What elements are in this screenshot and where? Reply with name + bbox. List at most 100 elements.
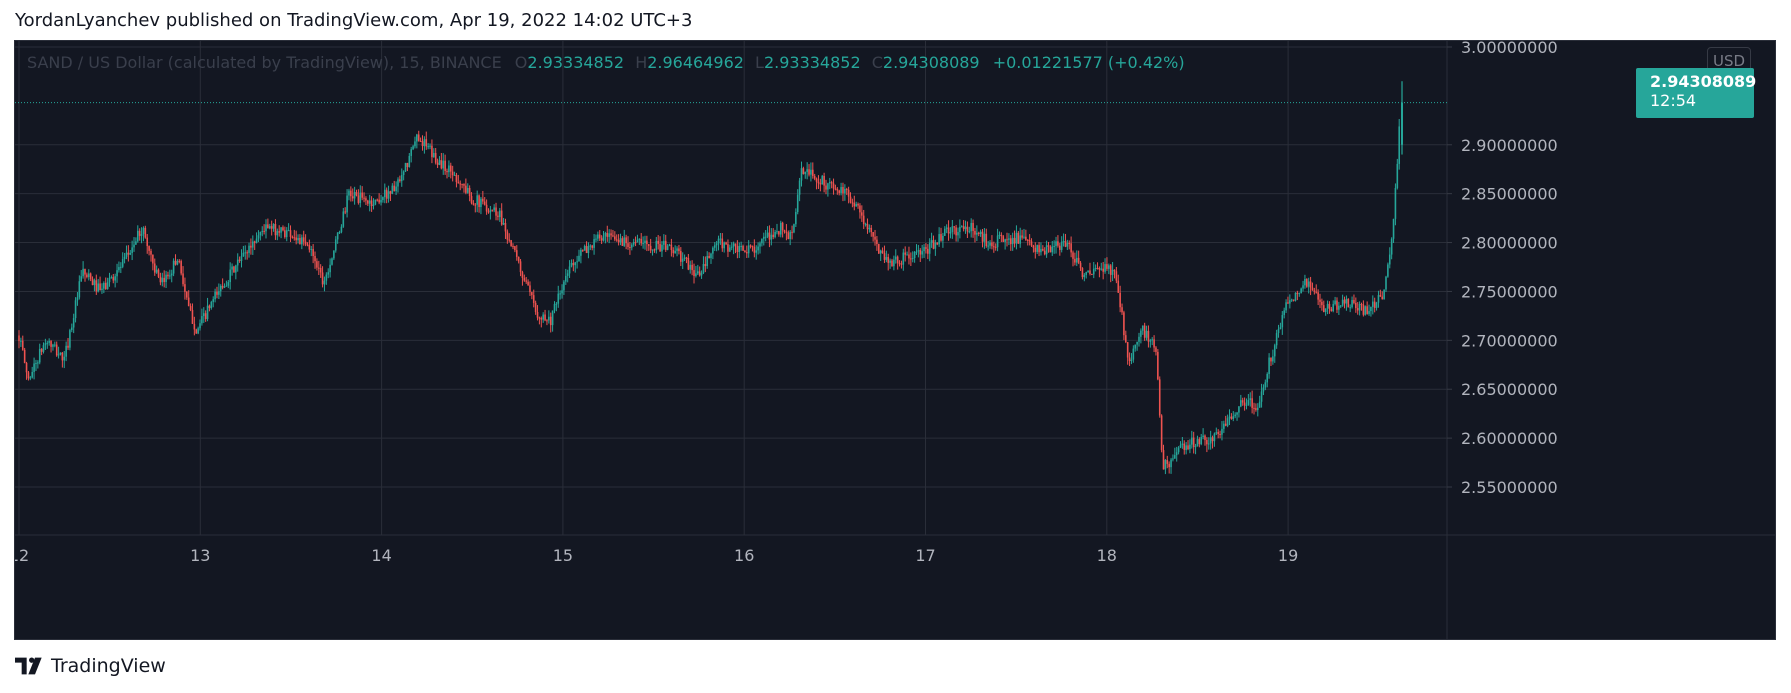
candle-body — [580, 249, 582, 256]
candle-body — [1172, 458, 1174, 460]
candle-body — [1349, 307, 1351, 309]
candle-body — [902, 252, 905, 265]
candle-body — [936, 242, 939, 245]
candle-body — [1307, 281, 1310, 287]
candle-body — [619, 238, 622, 243]
candle-body — [943, 228, 946, 236]
footer-brand-label: TradingView — [51, 655, 166, 677]
candle-body — [287, 230, 290, 232]
candle-body — [1011, 237, 1014, 245]
candle-body — [602, 236, 605, 241]
candle-body — [1017, 232, 1020, 244]
candle-body — [1209, 437, 1212, 444]
candle-body — [691, 264, 693, 271]
candle-body — [1141, 325, 1144, 331]
candle-body — [493, 207, 495, 211]
candle-body — [1111, 269, 1114, 275]
candle-body — [832, 183, 835, 189]
candle-body — [693, 270, 695, 276]
legend-low-value: 2.93334852 — [763, 53, 861, 72]
candle-body — [1392, 218, 1395, 239]
candle-body — [438, 160, 441, 165]
candle-body — [928, 242, 931, 254]
candle-body — [23, 349, 26, 363]
candle-body — [246, 252, 248, 254]
candle-body — [762, 236, 765, 239]
candle-body — [367, 200, 369, 204]
candle-body — [1094, 268, 1097, 270]
candle-body — [962, 226, 965, 230]
candle-body — [414, 141, 416, 147]
candle-body — [103, 282, 105, 289]
candle-body — [206, 305, 209, 320]
candle-body — [1187, 445, 1189, 450]
candle-body — [753, 246, 756, 253]
candle-body — [419, 140, 422, 142]
candle-body — [717, 238, 720, 244]
chart-frame[interactable]: 3.00000000 2.90000000 2.85000000 2.80000000… — [14, 40, 1776, 640]
candle-body — [321, 272, 324, 285]
candle-body — [502, 223, 505, 225]
candle-body — [338, 232, 341, 234]
candle-body — [1002, 236, 1005, 242]
candle-body — [336, 232, 339, 240]
candle-body — [925, 247, 927, 249]
candle-countdown: 12:54 — [1650, 91, 1697, 110]
footer-brand[interactable]: TradingView — [15, 655, 166, 677]
candle-body — [655, 240, 658, 251]
candle-body — [383, 189, 386, 198]
candle-body — [713, 245, 716, 248]
candle-body — [146, 237, 149, 247]
candle-body — [472, 203, 475, 205]
candle-body — [1019, 235, 1022, 244]
candle-body — [280, 227, 282, 233]
candle-body — [823, 175, 825, 186]
time-tick-label: 12 — [15, 546, 29, 565]
legend-high-label: H — [635, 53, 648, 72]
candle-body — [593, 239, 595, 248]
candle-body — [1092, 268, 1095, 275]
price-tick-label: 2.85000000 — [1461, 185, 1558, 204]
candle-body — [1300, 288, 1302, 294]
candle-body — [664, 240, 667, 250]
candle-body — [927, 248, 929, 254]
candle-body — [1377, 295, 1380, 303]
candle-body — [1381, 296, 1384, 300]
candle-body — [468, 187, 471, 197]
candle-body — [250, 245, 252, 248]
candle-body — [915, 251, 918, 253]
candle-body — [749, 245, 752, 247]
time-tick-label: 19 — [1278, 546, 1298, 565]
candle-body — [1081, 268, 1084, 278]
candle-body — [783, 230, 786, 232]
candle-body — [148, 246, 150, 251]
candle-body — [142, 227, 145, 234]
candle-body — [889, 260, 891, 263]
candle-body — [219, 285, 222, 292]
candle-body — [712, 247, 714, 254]
candle-body — [696, 271, 699, 274]
candle-body — [487, 211, 490, 213]
candle-body — [50, 341, 52, 347]
candlestick-chart[interactable]: 3.00000000 2.90000000 2.85000000 2.80000000… — [15, 41, 1776, 640]
candle-body — [576, 261, 578, 263]
candle-body — [815, 178, 818, 182]
candle-body — [451, 171, 454, 176]
candle-body — [1330, 308, 1333, 312]
candle-body — [131, 247, 133, 253]
candle-body — [932, 240, 935, 249]
candle-body — [38, 348, 41, 363]
candle-body — [921, 251, 923, 255]
candle-body — [400, 175, 403, 182]
candle-body — [408, 155, 411, 168]
candle-body — [1336, 300, 1338, 310]
candle-body — [135, 241, 137, 245]
candle-body — [1098, 268, 1101, 270]
candle-body — [574, 262, 577, 266]
candle-body — [1162, 450, 1165, 470]
last-price-value: 2.94308089 — [1650, 72, 1757, 91]
candle-body — [508, 239, 511, 241]
candle-body — [993, 246, 995, 248]
candle-body — [1196, 439, 1199, 447]
candle-body — [55, 344, 58, 356]
